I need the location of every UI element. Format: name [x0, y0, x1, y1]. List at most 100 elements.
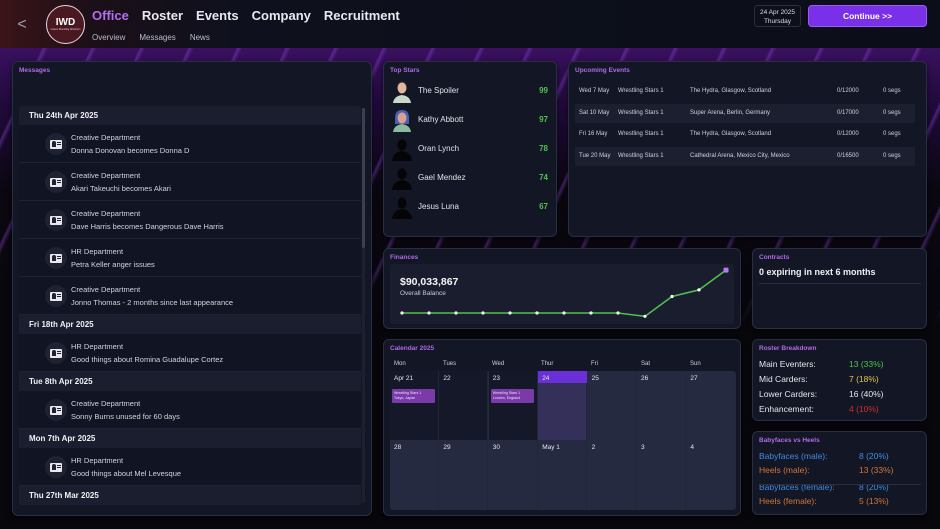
- message-department: Creative Department: [71, 133, 141, 142]
- subnav-messages[interactable]: Messages: [139, 33, 176, 42]
- upcoming-events-panel: Upcoming Events Wed 7 May Wrestling Stars…: [568, 61, 927, 237]
- scrollbar-thumb[interactable]: [362, 108, 365, 248]
- back-button[interactable]: <: [17, 16, 27, 33]
- nav-roster[interactable]: Roster: [141, 8, 184, 23]
- stat-label: Babyfaces (female):: [759, 482, 835, 492]
- calendar-day[interactable]: 24: [538, 371, 588, 440]
- calendar-day[interactable]: 26: [637, 371, 686, 440]
- messages-panel: Messages Thu 24th Apr 2025 Creative Depar…: [12, 61, 372, 516]
- messages-scrollbar[interactable]: [362, 108, 365, 503]
- stat-label: Heels (female):: [759, 496, 817, 506]
- event-date: Tue 20 May: [579, 152, 611, 159]
- main-nav: Office Roster Events Company Recruitment: [92, 8, 400, 23]
- star-row[interactable]: Gael Mendez 74: [388, 164, 552, 192]
- calendar-day[interactable]: 25: [588, 371, 637, 440]
- id-card-icon: [45, 342, 67, 364]
- weekday-header: Sat: [641, 361, 651, 367]
- event-row[interactable]: Tue 20 May Wrestling Stars 1 Cathedral Are…: [575, 146, 915, 166]
- message-item[interactable]: Creative Department Dave Harris becomes D…: [19, 201, 361, 239]
- message-item[interactable]: Creative Department Akari Takeuchi become…: [19, 163, 361, 201]
- event-segments: 0 segs: [883, 131, 901, 137]
- nav-events[interactable]: Events: [196, 8, 239, 23]
- babyfaces-heels-panel[interactable]: Babyfaces vs Heels Babyfaces (male): 8 (2…: [752, 431, 927, 515]
- stat-value: 8 (20%): [859, 482, 889, 492]
- calendar-day[interactable]: 29: [439, 440, 489, 510]
- top-bar: < IWD Insane Wrestling Dominion Office R…: [0, 0, 940, 48]
- message-department: Creative Department: [71, 285, 141, 294]
- stat-value: 8 (20%): [859, 451, 889, 461]
- star-name: Gael Mendez: [418, 173, 466, 182]
- star-name: The Spoiler: [418, 86, 459, 95]
- finances-chart-area[interactable]: $90,033,867 Overall Balance: [390, 264, 734, 324]
- stat-value: 5 (13%): [859, 496, 889, 506]
- card-glyph: [50, 139, 62, 149]
- calendar-event[interactable]: Wrestling Stars 1 Tokyo, Japan: [392, 389, 435, 403]
- calendar-day[interactable]: May 1: [538, 440, 588, 510]
- event-row[interactable]: Fri 16 May Wrestling Stars 1 The Hydra, Gl…: [575, 125, 915, 144]
- message-item[interactable]: Creative Department Jonno Thomas - 2 mont…: [19, 277, 361, 315]
- message-item[interactable]: HR Department Good things about Mel Leves…: [19, 448, 361, 486]
- nav-office[interactable]: Office: [92, 8, 129, 23]
- sub-nav: Overview Messages News: [92, 33, 210, 42]
- day-number: 26: [641, 375, 649, 382]
- event-attendance: 0/16500: [837, 152, 859, 159]
- event-show: Wrestling Stars 1: [618, 152, 664, 159]
- card-glyph: [50, 253, 62, 263]
- company-logo: IWD Insane Wrestling Dominion: [46, 5, 85, 44]
- day-number: Apr 21: [394, 375, 414, 382]
- panel-title: Finances: [390, 254, 419, 261]
- subnav-overview[interactable]: Overview: [92, 33, 126, 42]
- stat-label: Main Eventers:: [759, 359, 816, 369]
- calendar-day[interactable]: 28: [390, 440, 439, 510]
- event-attendance: 0/12000: [837, 131, 859, 137]
- event-show: Wrestling Stars 1: [618, 109, 664, 116]
- message-item[interactable]: Creative Department Sonny Burns unused fo…: [19, 391, 361, 429]
- message-text: Good things about Romina Guadalupe Corte…: [71, 355, 224, 364]
- logo-abbr: IWD: [55, 17, 76, 28]
- calendar-day[interactable]: 2: [588, 440, 637, 510]
- calendar-day[interactable]: 22: [439, 371, 489, 440]
- weekday-header: Tues: [443, 361, 457, 367]
- subnav-news[interactable]: News: [189, 33, 210, 42]
- calendar-day[interactable]: Apr 21 Wrestling Stars 1 Tokyo, Japan: [390, 371, 439, 440]
- calendar-day[interactable]: 23 Wrestling Stars 1 London, England: [488, 371, 538, 440]
- message-item[interactable]: HR Department Petra Keller anger issues: [19, 239, 361, 277]
- calendar-day[interactable]: 3: [637, 440, 686, 510]
- message-item[interactable]: Creative Department Donna Donovan becomes…: [19, 125, 361, 163]
- panel-title: Messages: [19, 67, 51, 74]
- event-venue: Cathedral Arena, Mexico City, Mexico: [690, 152, 790, 159]
- divider: [759, 484, 921, 485]
- roster-breakdown-panel[interactable]: Roster Breakdown Main Eventers: 13 (33%) M…: [752, 339, 927, 421]
- calendar-day[interactable]: 27: [686, 371, 736, 440]
- current-date: 24 Apr 2025 Thursday: [754, 5, 801, 27]
- star-row[interactable]: Oran Lynch 78: [388, 135, 552, 163]
- star-rating: 78: [539, 144, 548, 153]
- continue-button[interactable]: Continue >>: [808, 5, 927, 27]
- id-card-icon: [45, 209, 67, 231]
- message-item[interactable]: HR Department Good things about Romina Gu…: [19, 334, 361, 372]
- star-row[interactable]: The Spoiler 99: [388, 77, 552, 105]
- event-row[interactable]: Sat 10 May Wrestling Stars 1 Super Arena, …: [575, 103, 915, 123]
- silhouette-avatar-icon: [390, 195, 414, 219]
- star-row[interactable]: Kathy Abbott 97: [388, 106, 552, 134]
- balance-trend-chart: [400, 267, 729, 318]
- event-segments: 0 segs: [883, 109, 901, 116]
- calendar-day[interactable]: 30: [489, 440, 538, 510]
- event-row[interactable]: Wed 7 May Wrestling Stars 1 The Hydra, Gla…: [575, 82, 915, 101]
- message-department: HR Department: [71, 456, 124, 465]
- calendar-event[interactable]: Wrestling Stars 1 London, England: [490, 389, 534, 403]
- panel-title: Calendar 2025: [390, 345, 435, 352]
- message-date-header: Fri 18th Apr 2025: [19, 315, 361, 334]
- event-segments: 0 segs: [883, 88, 901, 94]
- message-date-header: Thu 24th Apr 2025: [19, 106, 361, 125]
- contracts-panel[interactable]: Contracts 0 expiring in next 6 months: [752, 248, 927, 329]
- event-segments: 0 segs: [883, 152, 901, 159]
- event-show: Wrestling Stars 1: [618, 131, 664, 137]
- nav-company[interactable]: Company: [251, 8, 311, 23]
- wrestler-avatar: [390, 79, 414, 103]
- nav-recruitment[interactable]: Recruitment: [323, 8, 400, 23]
- finances-panel: Finances $90,033,867 Overall Balance: [383, 248, 741, 329]
- stat-label: Heels (male):: [759, 465, 810, 475]
- calendar-day[interactable]: 4: [686, 440, 736, 510]
- star-row[interactable]: Jesus Luna 67: [388, 193, 552, 221]
